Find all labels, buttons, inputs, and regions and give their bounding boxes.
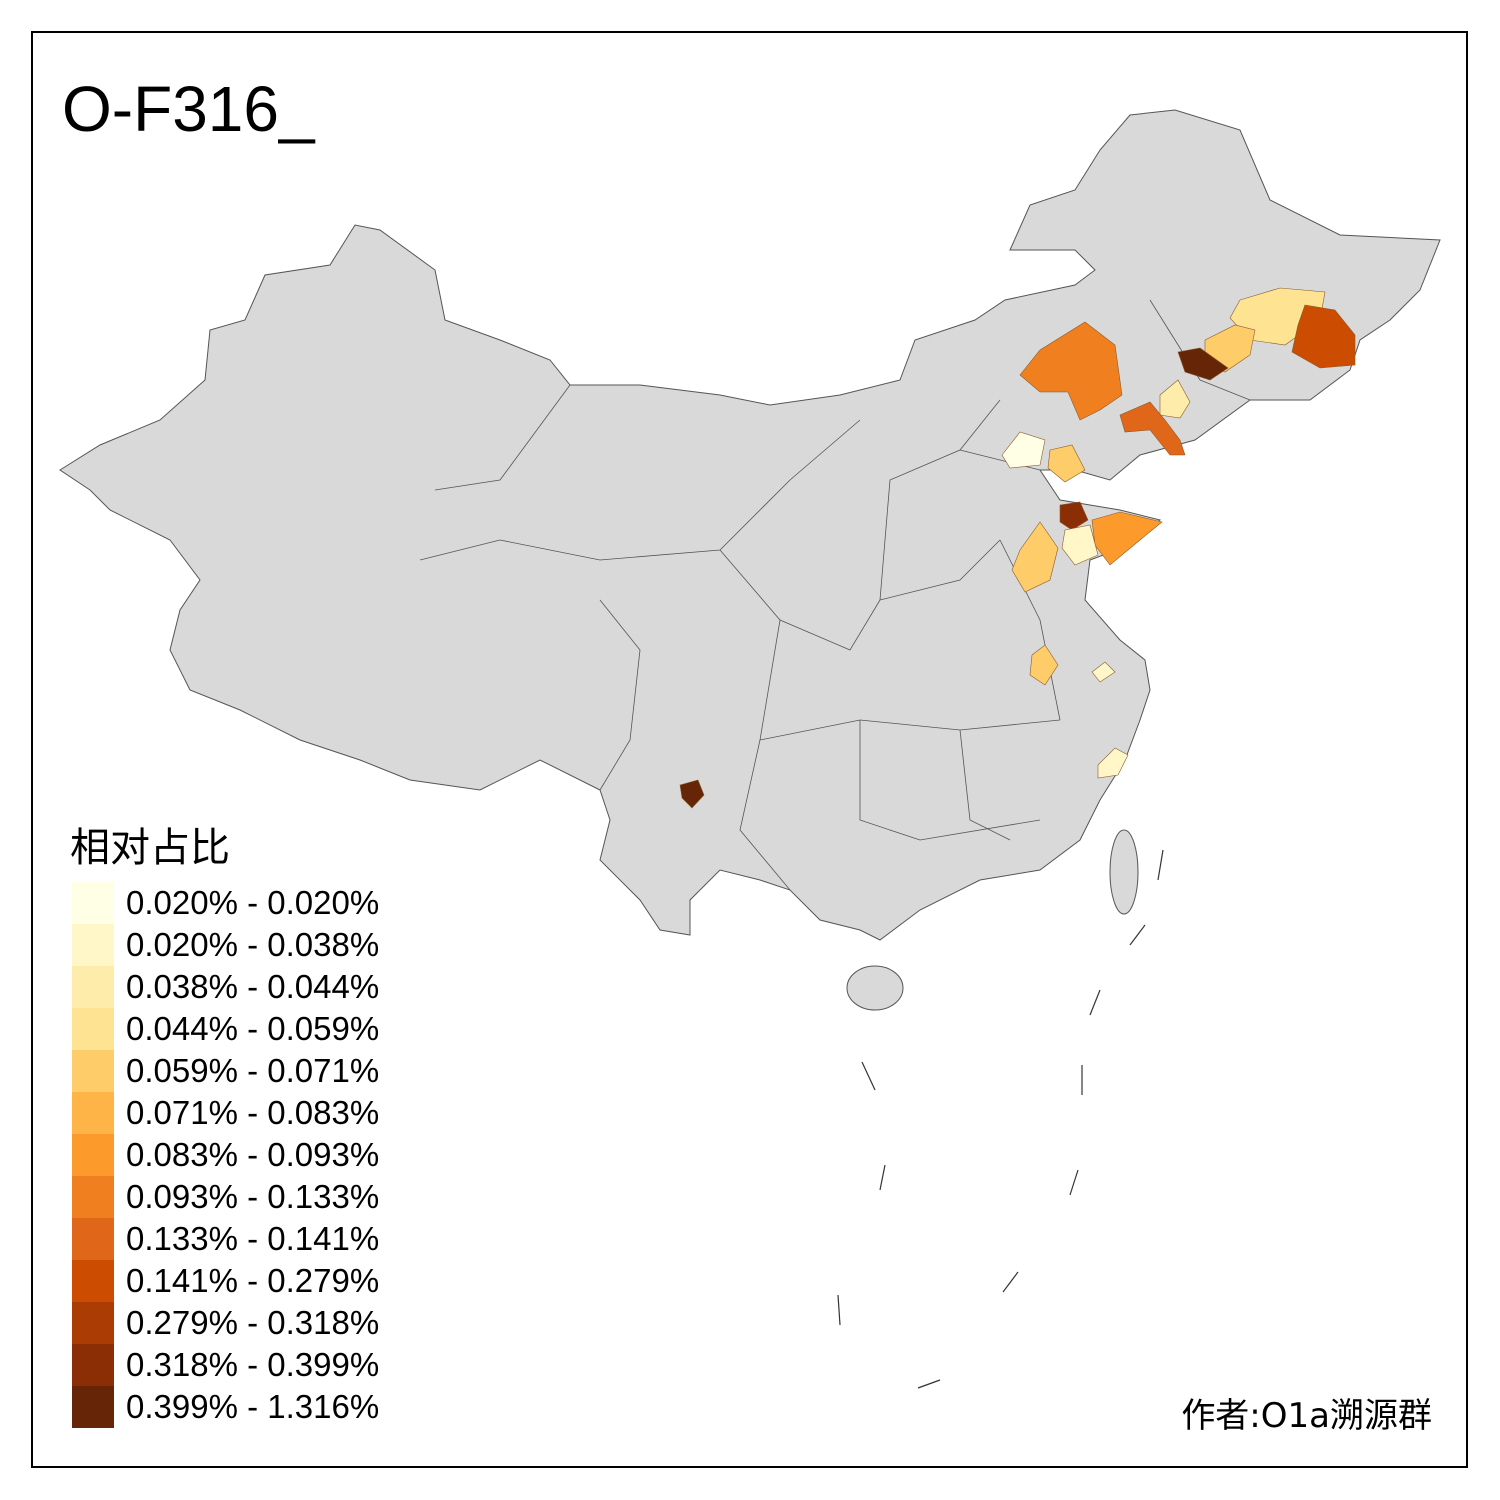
- legend-swatch: [72, 1092, 114, 1134]
- legend-item: 0.133% - 0.141%: [72, 1218, 379, 1260]
- region: [1011, 521, 1059, 593]
- legend-label: 0.083% - 0.093%: [126, 1136, 380, 1173]
- author-credit: 作者:O1a溯源群: [1181, 1396, 1432, 1436]
- legend-item: 0.038% - 0.044%: [72, 966, 379, 1008]
- legend-item: 0.083% - 0.093%: [72, 1134, 379, 1176]
- region: [1119, 401, 1186, 456]
- legend-swatch: [72, 1260, 114, 1302]
- region: [1097, 747, 1129, 779]
- legend-label: 0.279% - 0.318%: [126, 1304, 380, 1341]
- region: [679, 779, 705, 809]
- legend-item: 0.141% - 0.279%: [72, 1260, 379, 1302]
- china-mainland: [59, 109, 1441, 941]
- region: [1047, 444, 1086, 483]
- legend-item: 0.059% - 0.071%: [72, 1050, 379, 1092]
- legend-item: 0.071% - 0.083%: [72, 1092, 379, 1134]
- legend-swatch: [72, 1134, 114, 1176]
- legend-swatch: [72, 1344, 114, 1386]
- legend-label: 0.020% - 0.020%: [126, 884, 380, 921]
- legend: 0.020% - 0.020% 0.020% - 0.038% 0.038% - 0…: [72, 882, 379, 1428]
- legend-label: 0.141% - 0.279%: [126, 1262, 380, 1299]
- hainan-island: [846, 965, 904, 1011]
- legend-label: 0.020% - 0.038%: [126, 926, 380, 963]
- legend-swatch: [72, 1386, 114, 1428]
- legend-item: 0.093% - 0.133%: [72, 1176, 379, 1218]
- legend-swatch: [72, 1302, 114, 1344]
- map-frame: [31, 31, 1468, 1468]
- legend-item: 0.020% - 0.020%: [72, 882, 379, 924]
- legend-label: 0.071% - 0.083%: [126, 1094, 380, 1131]
- region: [1001, 431, 1046, 469]
- legend-label: 0.044% - 0.059%: [126, 1010, 380, 1047]
- legend-label: 0.059% - 0.071%: [126, 1052, 380, 1089]
- legend-item: 0.399% - 1.316%: [72, 1386, 379, 1428]
- legend-swatch: [72, 1008, 114, 1050]
- region: [1091, 511, 1163, 566]
- region: [1059, 501, 1089, 531]
- legend-label: 0.399% - 1.316%: [126, 1388, 380, 1425]
- region: [1019, 321, 1123, 421]
- region: [1091, 661, 1116, 683]
- legend-label: 0.318% - 0.399%: [126, 1346, 380, 1383]
- legend-label: 0.038% - 0.044%: [126, 968, 380, 1005]
- highlighted-regions: [679, 287, 1356, 809]
- legend-label: 0.093% - 0.133%: [126, 1178, 380, 1215]
- legend-swatch: [72, 924, 114, 966]
- taiwan-island: [1109, 829, 1139, 915]
- south-china-sea-islands: [837, 849, 1164, 1389]
- legend-swatch: [72, 1176, 114, 1218]
- legend-swatch: [72, 882, 114, 924]
- region: [1159, 379, 1191, 419]
- legend-item: 0.020% - 0.038%: [72, 924, 379, 966]
- legend-item: 0.044% - 0.059%: [72, 1008, 379, 1050]
- province-borders: [419, 299, 1251, 891]
- legend-item: 0.318% - 0.399%: [72, 1344, 379, 1386]
- legend-item: 0.279% - 0.318%: [72, 1302, 379, 1344]
- legend-title: 相对占比: [70, 825, 230, 871]
- region: [1177, 347, 1229, 381]
- legend-swatch: [72, 1050, 114, 1092]
- legend-label: 0.133% - 0.141%: [126, 1220, 380, 1257]
- region: [1061, 524, 1099, 566]
- region: [1291, 304, 1356, 369]
- legend-swatch: [72, 966, 114, 1008]
- map-title: O-F316_: [62, 73, 315, 145]
- region: [1029, 644, 1059, 686]
- legend-swatch: [72, 1218, 114, 1260]
